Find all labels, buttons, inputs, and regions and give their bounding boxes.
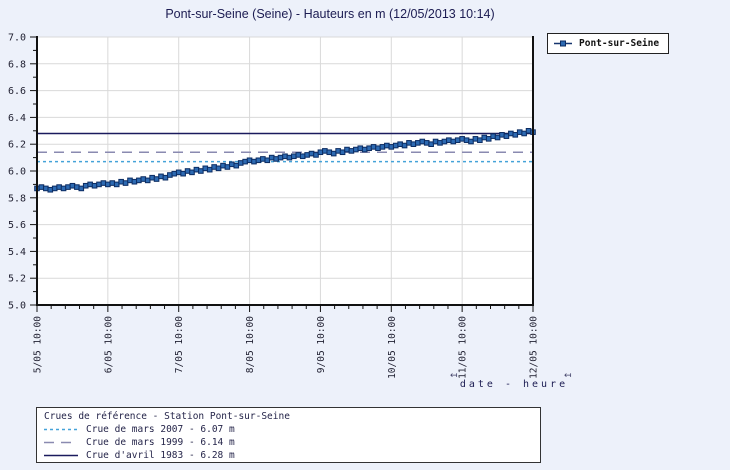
svg-text:6.6: 6.6 [8,86,26,97]
y-tick-labels: 5.0 5.2 5.4 5.6 5.8 6.0 6.2 6.4 6.6 6.8 7.0 [8,33,26,312]
svg-text:5.0: 5.0 [8,301,26,312]
x-tick-labels: 5/05 10:00 6/05 10:00 7/05 10:00 8/05 10:00… [33,316,540,379]
axis-arrow-right-icon: ↤ [564,371,572,381]
svg-text:5.2: 5.2 [8,274,26,285]
tick-marks [30,36,534,312]
series-legend: Pont-sur-Seine [547,33,670,54]
svg-text:10/05 10:00: 10/05 10:00 [387,316,398,379]
svg-text:6/05 10:00: 6/05 10:00 [103,316,114,373]
ref-line-1999-label: Crue de mars 1999 - 6.14 m [86,437,235,448]
x-axis-title: date - heure [459,379,569,390]
svg-text:11/05 10:00: 11/05 10:00 [458,316,469,379]
series-legend-label: Pont-sur-Seine [579,38,660,49]
reference-legend-title: Crues de référence - Station Pont-sur-Se… [44,411,290,422]
svg-text:7.0: 7.0 [8,33,26,44]
reference-legend-row: Crue de mars 2007 - 6.07 m [37,423,540,436]
page-title: Pont-sur-Seine (Seine) - Hauteurs en m (… [165,7,495,21]
svg-text:6.2: 6.2 [8,140,26,151]
svg-text:7/05 10:00: 7/05 10:00 [174,316,185,373]
svg-text:5.4: 5.4 [8,247,26,258]
reference-legend-row: Crue de mars 1999 - 6.14 m [37,436,540,449]
svg-text:5/05 10:00: 5/05 10:00 [33,316,44,373]
svg-text:8/05 10:00: 8/05 10:00 [245,316,256,373]
reference-legend-box: Crues de référence - Station Pont-sur-Se… [36,407,541,463]
svg-text:6.0: 6.0 [8,167,26,178]
svg-text:6.8: 6.8 [8,59,26,70]
ref-line-1999-sample-icon [44,438,78,447]
svg-text:12/05 10:00: 12/05 10:00 [529,316,540,379]
svg-text:5.8: 5.8 [8,193,26,204]
ref-line-1983-sample-icon [44,451,78,460]
ref-line-1983-label: Crue d'avril 1983 - 6.28 m [86,450,235,461]
series-markers [34,128,536,193]
ref-line-2007-label: Crue de mars 2007 - 6.07 m [86,424,235,435]
ref-line-2007-sample-icon [44,425,78,434]
reference-lines [37,132,533,163]
series-marker-icon [554,35,572,53]
axis-arrow-left-icon: ↤ [450,371,458,381]
svg-text:9/05 10:00: 9/05 10:00 [316,316,327,373]
svg-text:5.6: 5.6 [8,220,26,231]
svg-text:6.4: 6.4 [8,113,26,124]
reference-legend-row: Crue d'avril 1983 - 6.28 m [37,449,540,462]
